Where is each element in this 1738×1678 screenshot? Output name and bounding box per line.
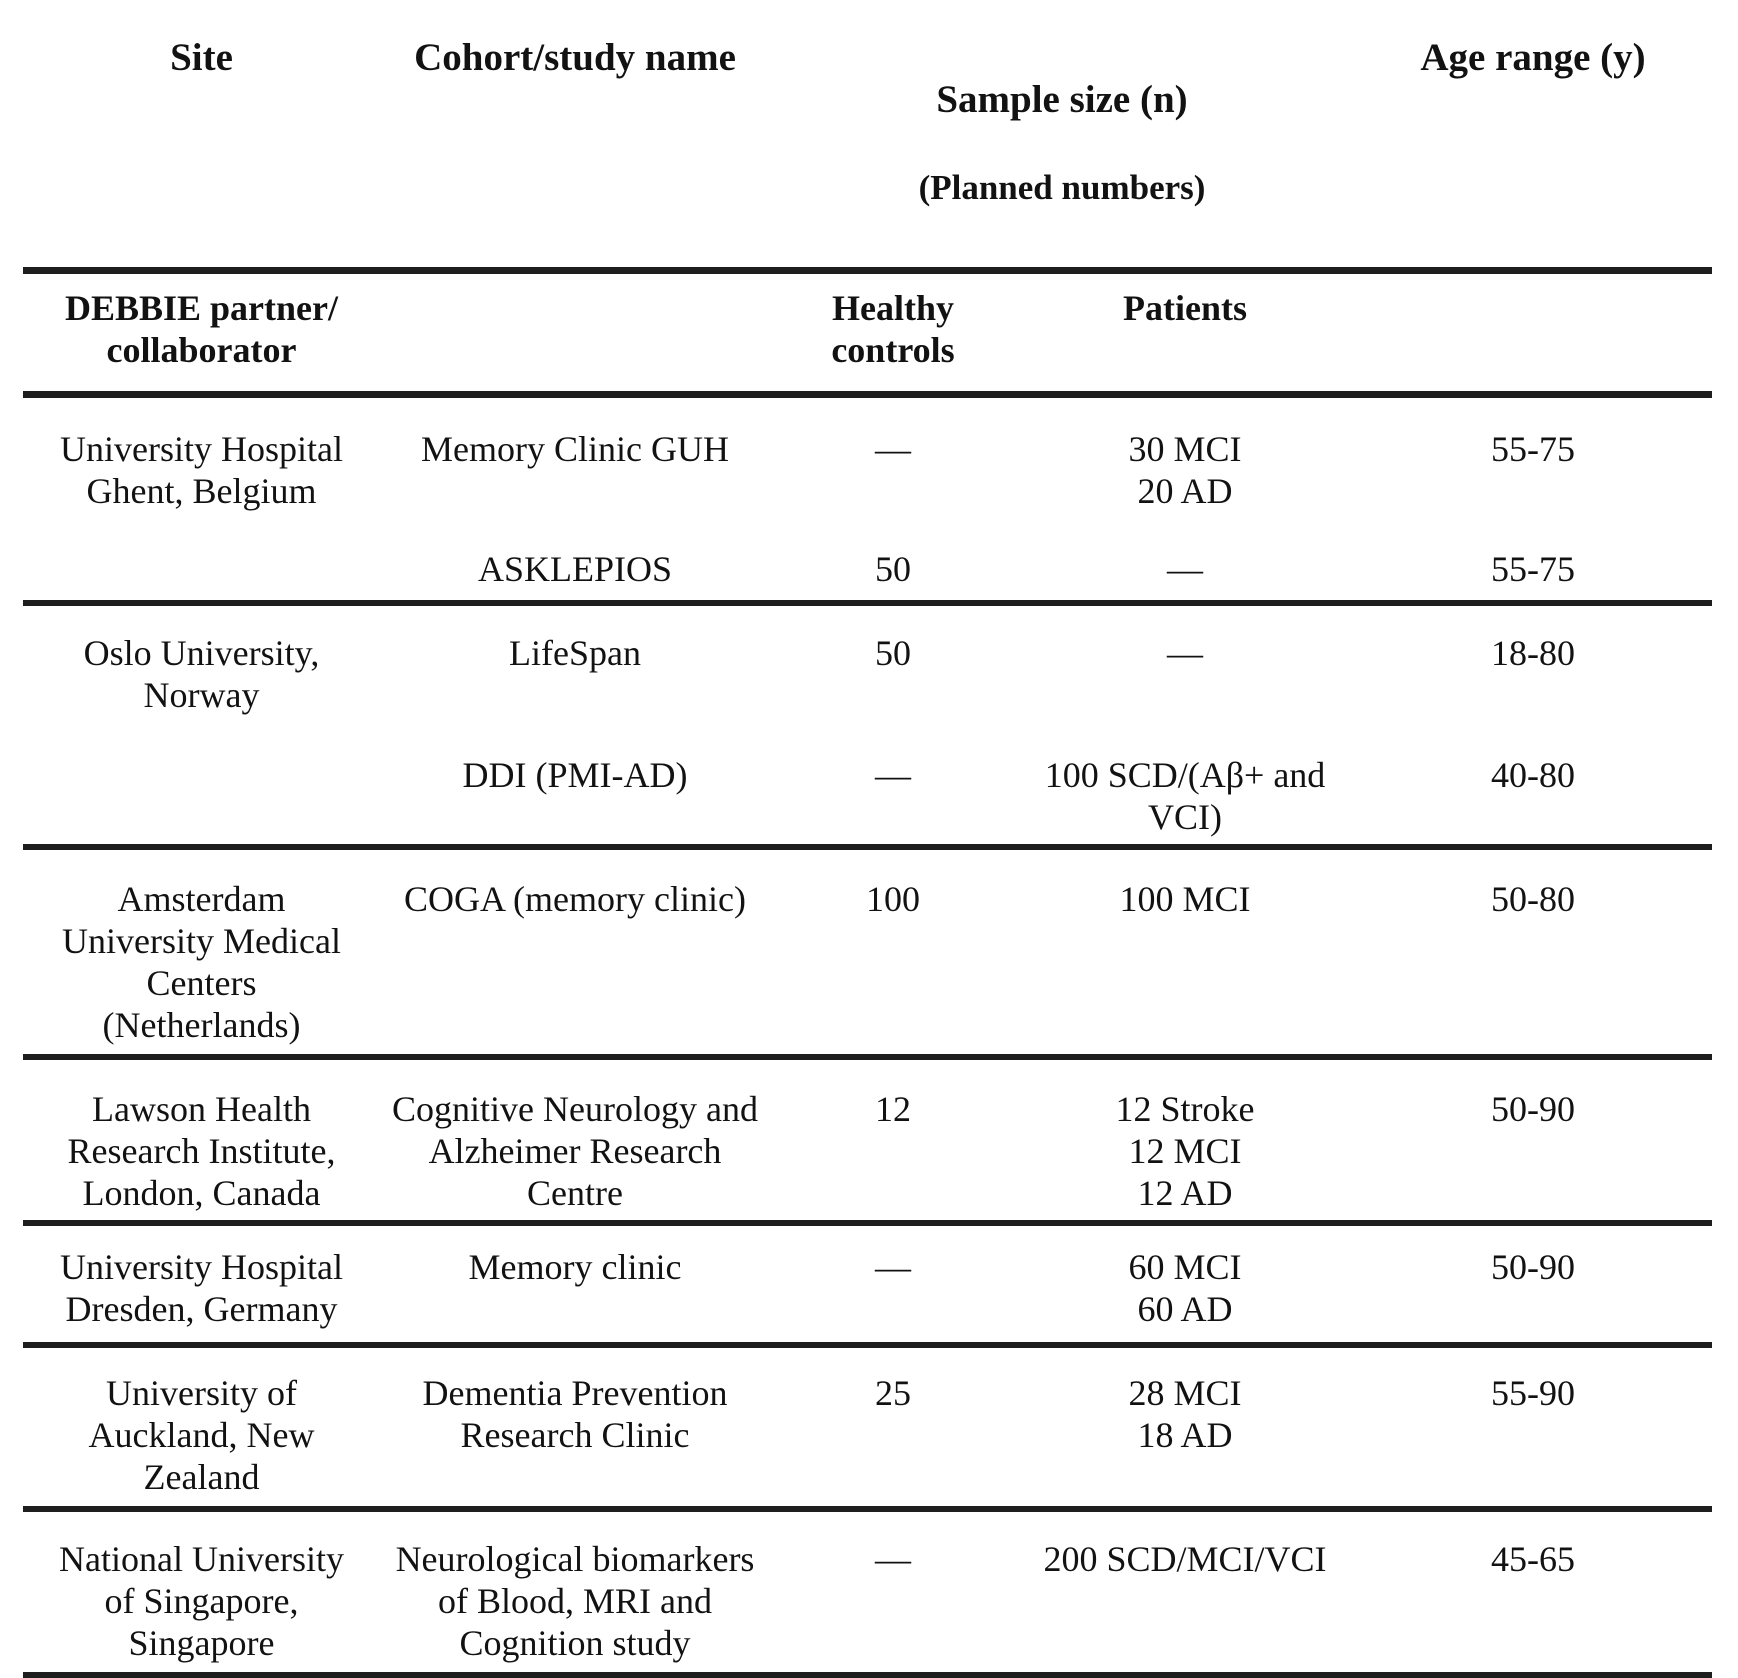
age-range-cell: 18-80 [1491, 633, 1575, 673]
table-row-auckland: University of Auckland, New Zealand Deme… [23, 1345, 1712, 1512]
patients-cell: 12 Stroke 12 MCI 12 AD [1016, 1057, 1354, 1226]
cohort-cell: ASKLEPIOS [380, 512, 770, 606]
patients-subheader: Patients [1016, 270, 1354, 398]
site-cell: Oslo University, Norway [83, 633, 320, 715]
table-row-lawson: Lawson Health Research Institute, London… [23, 1057, 1712, 1226]
table-row-amsterdam-coga: Amsterdam University Medical Centers (Ne… [23, 847, 1712, 1060]
site-cell: University Hospital Ghent, Belgium [60, 429, 343, 511]
patients-cell: 30 MCI 20 AD [1128, 429, 1242, 511]
patients-cell: 60 MCI 60 AD [1016, 1223, 1354, 1348]
table-row-dresden: University Hospital Dresden, Germany Mem… [23, 1223, 1712, 1348]
cohort-cell: DDI (PMI-AD) [380, 716, 770, 850]
sample-size-header-subtitle: (Planned numbers) [918, 168, 1206, 207]
table-row-oslo-lifespan: Oslo University, Norway LifeSpan 50 — 18… [23, 603, 1712, 716]
site-cell: National University of Singapore, Singap… [23, 1509, 380, 1678]
age-range-cell: 55-75 [1354, 512, 1712, 606]
healthy-controls-subheader: Healthy controls [770, 270, 1016, 398]
table-row-ghent-memory-clinic: University Hospital Ghent, Belgium Memor… [23, 395, 1712, 513]
healthy-controls-cell: 50 [770, 512, 1016, 606]
age-range-cell: 45-65 [1354, 1509, 1712, 1678]
patients-cell: 200 SCD/MCI/VCI [1016, 1509, 1354, 1678]
age-range-cell: 40-80 [1354, 716, 1712, 850]
debbie-partner-subheader: DEBBIE partner/ collaborator [23, 270, 380, 398]
age-range-cell: 50-90 [1354, 1057, 1712, 1226]
healthy-controls-cell: — [770, 1509, 1016, 1678]
table-row-oslo-ddi: DDI (PMI-AD) — 100 SCD/(Aβ+ and VCI) 40-… [23, 716, 1712, 850]
age-range-column-header: Age range (y) [1354, 0, 1712, 274]
sample-size-column-header: Sample size (n) (Planned numbers) [770, 0, 1354, 274]
cohort-cell: Cognitive Neurology and Alzheimer Resear… [380, 1057, 770, 1226]
table-row-singapore: National University of Singapore, Singap… [23, 1509, 1712, 1678]
age-range-cell: 50-80 [1354, 847, 1712, 1060]
healthy-controls-cell: 100 [770, 847, 1016, 1060]
cohort-cell: Neurological biomarkers of Blood, MRI an… [380, 1509, 770, 1678]
patients-cell: — [1016, 512, 1354, 606]
cohort-cell: LifeSpan [509, 633, 641, 673]
cohort-cell: COGA (memory clinic) [380, 847, 770, 1060]
healthy-controls-cell: — [770, 716, 1016, 850]
patients-cell: 28 MCI 18 AD [1016, 1345, 1354, 1512]
cohort-cell: Memory Clinic GUH [421, 429, 729, 469]
site-cell: Lawson Health Research Institute, London… [23, 1057, 380, 1226]
header-row-sub: DEBBIE partner/ collaborator Healthy con… [23, 270, 1712, 398]
site-cell: University Hospital Dresden, Germany [23, 1223, 380, 1348]
empty-header-cell [380, 270, 770, 398]
healthy-controls-cell: 50 [875, 633, 911, 673]
sample-size-header-title: Sample size (n) [936, 78, 1188, 121]
patients-cell: — [1167, 633, 1203, 673]
healthy-controls-cell: — [770, 1223, 1016, 1348]
header-row-top: Site Cohort/study name Sample size (n) (… [23, 0, 1712, 274]
site-cell: Amsterdam University Medical Centers (Ne… [23, 847, 380, 1060]
cohort-column-header: Cohort/study name [380, 0, 770, 274]
site-cell [23, 512, 380, 606]
healthy-controls-cell: 25 [770, 1345, 1016, 1512]
healthy-controls-cell: — [875, 429, 911, 469]
table-row-ghent-asklepios: ASKLEPIOS 50 — 55-75 [23, 512, 1712, 606]
empty-header-cell [1354, 270, 1712, 398]
debbie-cohort-table: Site Cohort/study name Sample size (n) (… [23, 0, 1712, 1678]
age-range-cell: 50-90 [1354, 1223, 1712, 1348]
patients-cell: 100 MCI [1016, 847, 1354, 1060]
cohort-cell: Memory clinic [380, 1223, 770, 1348]
site-cell [23, 716, 380, 850]
site-cell: University of Auckland, New Zealand [23, 1345, 380, 1512]
site-column-header: Site [23, 0, 380, 274]
age-range-cell: 55-90 [1354, 1345, 1712, 1512]
cohort-cell: Dementia Prevention Research Clinic [380, 1345, 770, 1512]
patients-cell: 100 SCD/(Aβ+ and VCI) [1016, 716, 1354, 850]
age-range-cell: 55-75 [1491, 429, 1575, 469]
healthy-controls-cell: 12 [770, 1057, 1016, 1226]
